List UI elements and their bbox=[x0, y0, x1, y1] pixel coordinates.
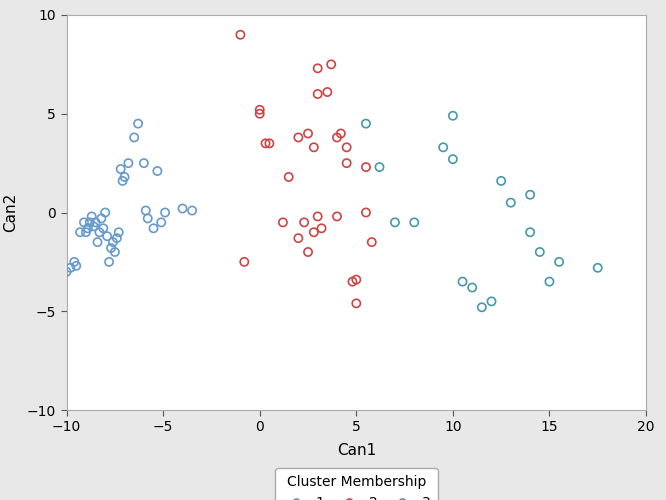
Point bbox=[467, 284, 478, 292]
Point bbox=[152, 167, 163, 175]
Point bbox=[361, 208, 372, 216]
Point bbox=[593, 264, 603, 272]
Point bbox=[254, 106, 265, 114]
Point bbox=[496, 177, 507, 185]
Point bbox=[264, 140, 274, 147]
Point bbox=[316, 224, 327, 232]
X-axis label: Can1: Can1 bbox=[337, 443, 376, 458]
Point bbox=[332, 134, 342, 141]
Point bbox=[302, 248, 313, 256]
Point bbox=[61, 268, 72, 276]
Point bbox=[312, 64, 323, 72]
Point bbox=[94, 228, 105, 236]
Point bbox=[115, 165, 126, 173]
Point bbox=[299, 218, 310, 226]
Point bbox=[117, 177, 128, 185]
Point bbox=[312, 90, 323, 98]
Point bbox=[108, 238, 119, 246]
Point bbox=[141, 206, 151, 214]
Legend: 1, 2, 3: 1, 2, 3 bbox=[275, 468, 438, 500]
Point bbox=[351, 300, 362, 308]
Point bbox=[119, 173, 130, 181]
Point bbox=[90, 218, 101, 226]
Point bbox=[544, 278, 555, 285]
Point bbox=[505, 198, 516, 206]
Point bbox=[457, 278, 468, 285]
Point bbox=[102, 232, 113, 240]
Point bbox=[351, 276, 362, 283]
Point bbox=[326, 60, 336, 68]
Point bbox=[553, 258, 564, 266]
Point bbox=[96, 214, 107, 222]
Point bbox=[332, 212, 342, 220]
Point bbox=[111, 234, 122, 242]
Point bbox=[477, 304, 488, 312]
Point bbox=[293, 234, 304, 242]
Point bbox=[123, 159, 134, 167]
Point bbox=[347, 278, 358, 285]
Point bbox=[235, 31, 246, 39]
Point bbox=[133, 120, 143, 128]
Point bbox=[143, 214, 153, 222]
Point bbox=[361, 120, 372, 128]
Point bbox=[139, 159, 149, 167]
Point bbox=[448, 112, 458, 120]
Point bbox=[308, 228, 319, 236]
Point bbox=[81, 228, 91, 236]
Point bbox=[254, 110, 265, 118]
Point bbox=[284, 173, 294, 181]
Point bbox=[448, 155, 458, 163]
Point bbox=[336, 130, 346, 138]
Point bbox=[156, 218, 166, 226]
Point bbox=[631, 416, 642, 424]
Point bbox=[75, 228, 85, 236]
Point bbox=[342, 144, 352, 152]
Point bbox=[129, 134, 140, 141]
Point bbox=[312, 212, 323, 220]
Point bbox=[525, 228, 535, 236]
Point bbox=[302, 130, 313, 138]
Point bbox=[87, 212, 97, 220]
Point bbox=[322, 88, 333, 96]
Point bbox=[89, 222, 99, 230]
Y-axis label: Can2: Can2 bbox=[3, 193, 19, 232]
Point bbox=[409, 218, 420, 226]
Point bbox=[390, 218, 400, 226]
Point bbox=[260, 140, 271, 147]
Point bbox=[65, 264, 76, 272]
Point bbox=[534, 248, 545, 256]
Point bbox=[113, 228, 124, 236]
Point bbox=[69, 258, 80, 266]
Point bbox=[85, 218, 95, 226]
Point bbox=[106, 244, 117, 252]
Point bbox=[79, 218, 89, 226]
Point bbox=[239, 258, 250, 266]
Point bbox=[160, 208, 170, 216]
Point bbox=[100, 208, 111, 216]
Point bbox=[525, 190, 535, 198]
Point bbox=[293, 134, 304, 141]
Point bbox=[104, 258, 115, 266]
Point bbox=[186, 206, 198, 214]
Point bbox=[98, 224, 109, 232]
Point bbox=[71, 262, 81, 270]
Point bbox=[278, 218, 288, 226]
Point bbox=[177, 204, 188, 212]
Point bbox=[308, 144, 319, 152]
Point bbox=[342, 159, 352, 167]
Point bbox=[109, 248, 121, 256]
Point bbox=[486, 298, 497, 306]
Point bbox=[361, 163, 372, 171]
Point bbox=[148, 224, 159, 232]
Point bbox=[83, 224, 93, 232]
Point bbox=[366, 238, 377, 246]
Point bbox=[438, 144, 449, 152]
Point bbox=[374, 163, 385, 171]
Point bbox=[92, 238, 103, 246]
